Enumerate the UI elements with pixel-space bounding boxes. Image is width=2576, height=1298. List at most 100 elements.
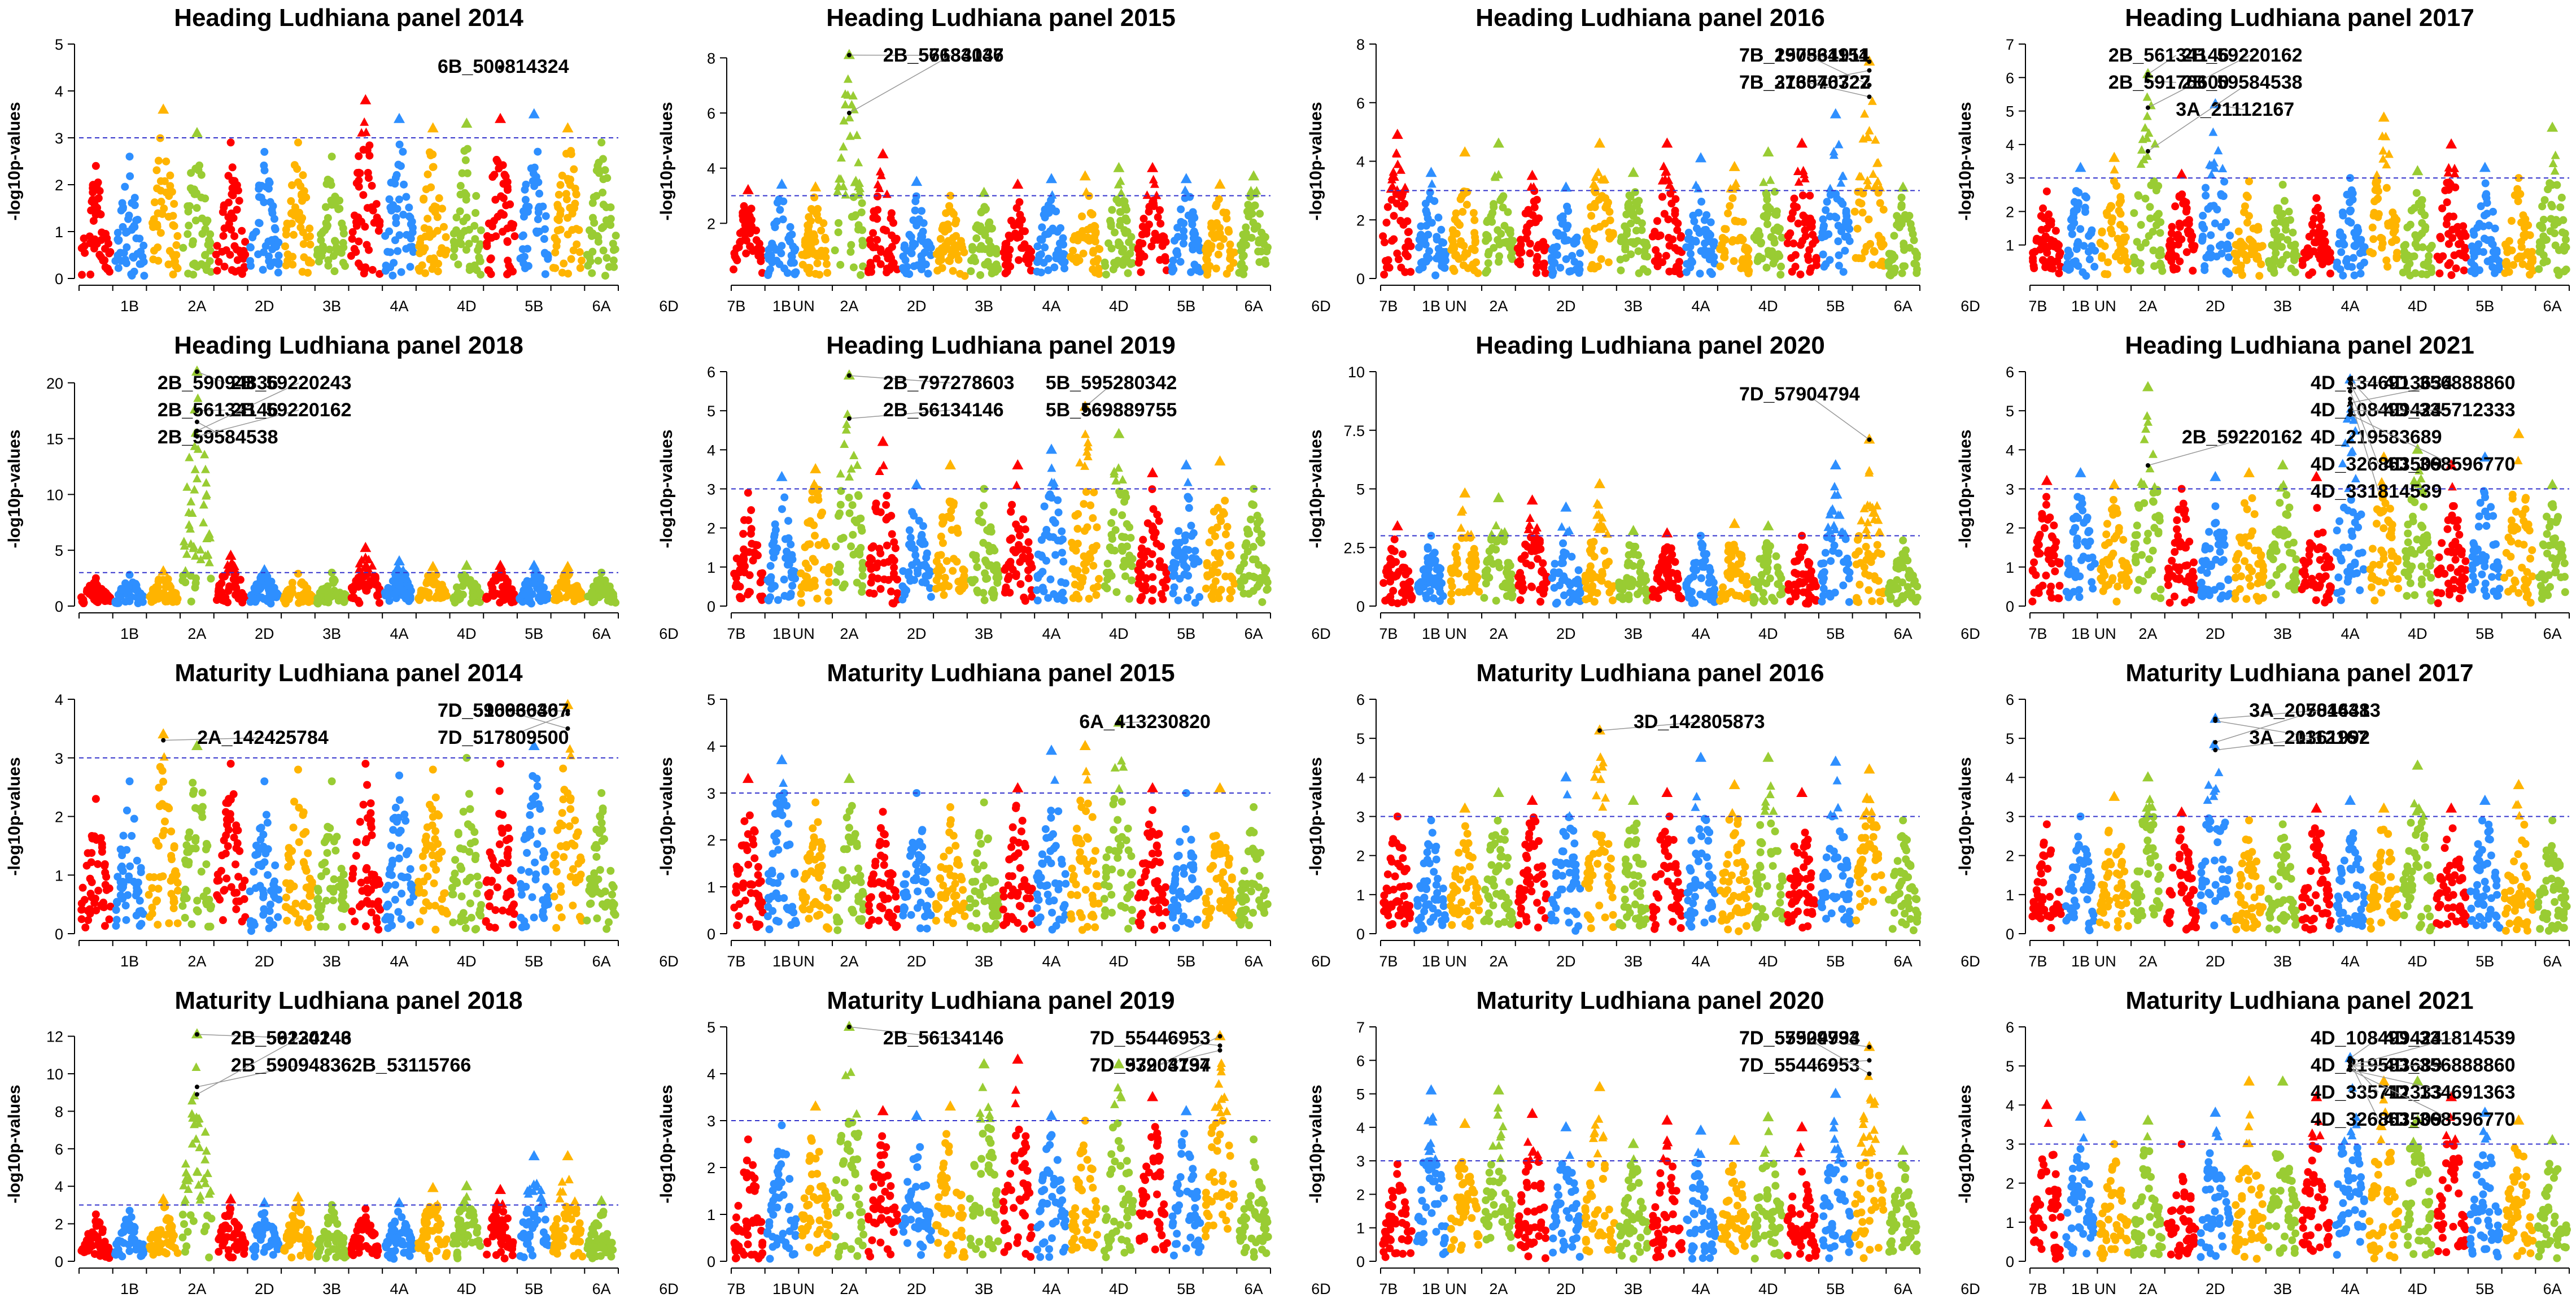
data-point xyxy=(876,585,885,593)
data-point xyxy=(915,215,923,224)
data-point xyxy=(2407,206,2416,215)
data-point xyxy=(1456,221,1464,229)
data-point xyxy=(397,268,405,276)
data-point xyxy=(983,526,992,534)
x-tick-label: 7B xyxy=(727,298,745,315)
y-tick-label: 4 xyxy=(707,442,715,459)
data-point xyxy=(386,203,395,212)
data-point xyxy=(339,224,347,233)
data-point xyxy=(839,116,849,125)
data-point xyxy=(532,569,541,578)
data-point xyxy=(2039,204,2047,212)
data-point xyxy=(1731,217,1739,225)
data-point xyxy=(115,236,123,244)
data-point xyxy=(1835,251,1843,259)
data-point xyxy=(1722,225,1730,233)
data-point xyxy=(1448,236,1456,244)
data-point xyxy=(1839,171,1848,180)
data-point xyxy=(949,567,957,575)
data-point xyxy=(1180,459,1192,469)
data-point xyxy=(1121,229,1129,237)
data-point xyxy=(2282,216,2291,225)
data-point xyxy=(845,472,854,481)
data-point xyxy=(2318,250,2326,258)
data-point xyxy=(922,554,931,562)
data-point xyxy=(917,533,925,541)
data-point xyxy=(335,197,344,205)
data-point xyxy=(1059,241,1068,249)
data-point xyxy=(232,578,240,586)
data-point xyxy=(440,223,448,231)
data-point xyxy=(332,243,340,252)
data-point xyxy=(528,108,540,119)
x-tick-label: 2A xyxy=(1489,298,1508,315)
data-point xyxy=(1890,232,1898,240)
data-point xyxy=(2115,207,2123,215)
manhattan-panel: Heading Ludhiana panel 2019-log10p-value… xyxy=(657,332,1467,642)
data-point xyxy=(2483,199,2491,207)
data-point xyxy=(205,236,213,245)
data-point xyxy=(360,117,369,126)
data-point xyxy=(2176,257,2184,265)
data-point xyxy=(95,251,104,259)
data-point xyxy=(1762,146,1774,156)
data-point xyxy=(1889,269,1897,277)
data-point xyxy=(503,237,512,245)
data-point xyxy=(1392,149,1401,158)
data-point xyxy=(1604,258,1613,267)
data-point xyxy=(1080,560,1088,568)
data-point xyxy=(1226,251,1235,260)
data-point xyxy=(289,260,297,269)
data-point xyxy=(1094,245,1103,253)
data-point xyxy=(866,241,875,249)
data-point xyxy=(568,210,577,218)
data-point xyxy=(1244,201,1252,209)
data-point xyxy=(602,203,610,211)
data-point xyxy=(459,590,467,599)
data-point xyxy=(230,232,239,241)
data-point xyxy=(939,517,948,526)
data-point xyxy=(2479,248,2487,256)
manhattan-panel: Heading Ludhiana panel 2017-log10p-value… xyxy=(1956,4,2570,315)
data-point xyxy=(848,501,857,509)
data-point xyxy=(757,252,766,261)
y-tick-label: 2 xyxy=(707,215,715,232)
data-point xyxy=(1791,263,1800,271)
data-point xyxy=(1625,191,1634,199)
data-point xyxy=(1482,268,1490,277)
data-point xyxy=(2529,257,2537,265)
data-point xyxy=(1819,250,1827,259)
data-point xyxy=(2238,271,2246,279)
data-point xyxy=(419,247,427,256)
data-point xyxy=(172,251,181,259)
data-point xyxy=(461,559,473,570)
data-point xyxy=(1868,169,1878,178)
data-point xyxy=(810,532,819,540)
data-point xyxy=(1597,255,1605,263)
data-point xyxy=(471,582,480,590)
data-point xyxy=(1627,250,1635,259)
data-point xyxy=(1523,223,1531,232)
data-point xyxy=(1159,237,1168,246)
data-point xyxy=(1095,574,1103,583)
data-point xyxy=(1008,500,1016,509)
y-tick-label: 5 xyxy=(55,36,63,53)
data-point xyxy=(1203,267,1212,275)
data-point xyxy=(2182,207,2190,216)
data-point xyxy=(843,74,853,83)
data-point xyxy=(423,215,432,223)
data-point xyxy=(1135,574,1143,582)
data-point xyxy=(1526,169,1538,180)
data-point xyxy=(1125,238,1133,246)
data-point xyxy=(1033,242,1042,251)
x-tick-label: 4D xyxy=(1109,625,1129,642)
data-point xyxy=(427,560,439,571)
data-point xyxy=(1217,517,1225,525)
data-point xyxy=(506,264,514,272)
data-point xyxy=(220,203,228,212)
data-point xyxy=(1142,574,1150,582)
data-point xyxy=(1187,216,1196,225)
data-point xyxy=(871,563,879,571)
data-point xyxy=(1452,251,1460,259)
data-point xyxy=(225,220,233,228)
